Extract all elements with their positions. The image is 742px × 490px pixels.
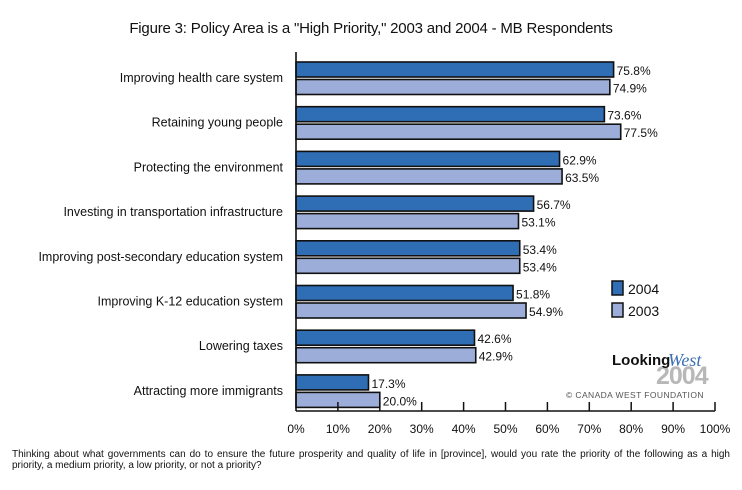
x-tick-label: 0% (287, 422, 305, 436)
data-label-2004: 75.8% (617, 64, 651, 78)
x-tick-label: 80% (619, 422, 643, 436)
x-tick-label: 30% (410, 422, 434, 436)
bar-2003 (295, 78, 611, 96)
axes-group: 0% 10% 20% 30% 40% 50% 60% 70% 80% 90% 100% (287, 52, 731, 436)
data-label-2004: 62.9% (563, 153, 597, 167)
category-label: Attracting more immigrants (134, 384, 283, 398)
bar-2003 (295, 123, 622, 140)
x-tick-label: 90% (661, 422, 685, 436)
data-label-2003: 53.4% (523, 260, 557, 274)
data-label-2003: 74.9% (613, 82, 647, 96)
category-label: Lowering taxes (199, 339, 283, 353)
category-label: Investing in transportation infrastructu… (63, 205, 283, 219)
data-label-2003: 63.5% (565, 171, 599, 185)
bar-2003 (295, 212, 520, 230)
bar-chart: Improving health care system 75.8% 74.9% Re… (38, 52, 731, 436)
data-label-2004: 56.7% (537, 198, 571, 212)
bar-2003 (295, 346, 477, 364)
logo-copyright: © CANADA WEST FOUNDATION (566, 390, 704, 400)
data-label-2004: 73.6% (607, 109, 641, 123)
legend: 2004 2003 (611, 280, 659, 319)
logo-word: Looking (612, 352, 671, 369)
looking-west-logo: 2004 Looking West © CANADA WEST FOUNDATI… (566, 350, 718, 404)
category-label: Improving K-12 education system (97, 295, 283, 309)
bar-2004 (295, 195, 535, 212)
x-tick-label: 100% (700, 422, 731, 436)
category-label: Protecting the environment (134, 160, 284, 174)
bars-group: Improving health care system 75.8% 74.9% Re… (38, 61, 658, 408)
data-label-2004: 17.3% (371, 377, 405, 391)
bar-2004 (295, 284, 514, 302)
data-label-2004: 42.6% (477, 332, 511, 346)
survey-question-footnote: Thinking about what governments can do t… (12, 449, 730, 471)
x-tick-label: 40% (452, 422, 476, 436)
logo-accent: West (668, 350, 702, 370)
legend-swatch-2004 (611, 280, 624, 296)
bar-2004 (295, 150, 561, 168)
data-label-2003: 54.9% (529, 305, 563, 319)
bar-2003 (295, 168, 563, 185)
bar-2004 (295, 61, 615, 78)
bar-2003 (295, 302, 527, 319)
chart-title: Figure 3: Policy Area is a "High Priorit… (129, 20, 613, 37)
category-label: Retaining young people (152, 116, 283, 130)
category-label: Improving health care system (120, 71, 283, 85)
x-tick-label: 10% (326, 422, 350, 436)
bar-2004 (295, 105, 606, 123)
data-label-2003: 20.0% (383, 394, 417, 408)
x-tick-label: 70% (577, 422, 601, 436)
x-tick-label: 50% (493, 422, 517, 436)
data-label-2004: 51.8% (516, 288, 550, 302)
legend-swatch-2003 (611, 302, 624, 318)
legend-label-2003: 2003 (628, 303, 659, 319)
data-label-2003: 53.1% (521, 216, 555, 230)
legend-label-2004: 2004 (628, 281, 659, 297)
bar-2003 (295, 257, 521, 275)
bar-2004 (295, 329, 476, 347)
bar-2004 (295, 374, 370, 391)
x-tick-label: 20% (368, 422, 392, 436)
data-label-2003: 42.9% (479, 350, 513, 364)
data-label-2004: 53.4% (523, 243, 557, 257)
data-label-2003: 77.5% (624, 126, 658, 140)
category-label: Improving post-secondary education syste… (38, 250, 283, 264)
bar-2004 (295, 240, 521, 257)
logo-year: 2004 (656, 362, 709, 390)
x-tick-label: 60% (535, 422, 559, 436)
